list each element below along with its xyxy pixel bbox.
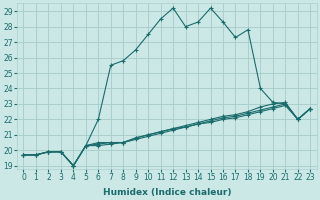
X-axis label: Humidex (Indice chaleur): Humidex (Indice chaleur) [103,188,231,197]
